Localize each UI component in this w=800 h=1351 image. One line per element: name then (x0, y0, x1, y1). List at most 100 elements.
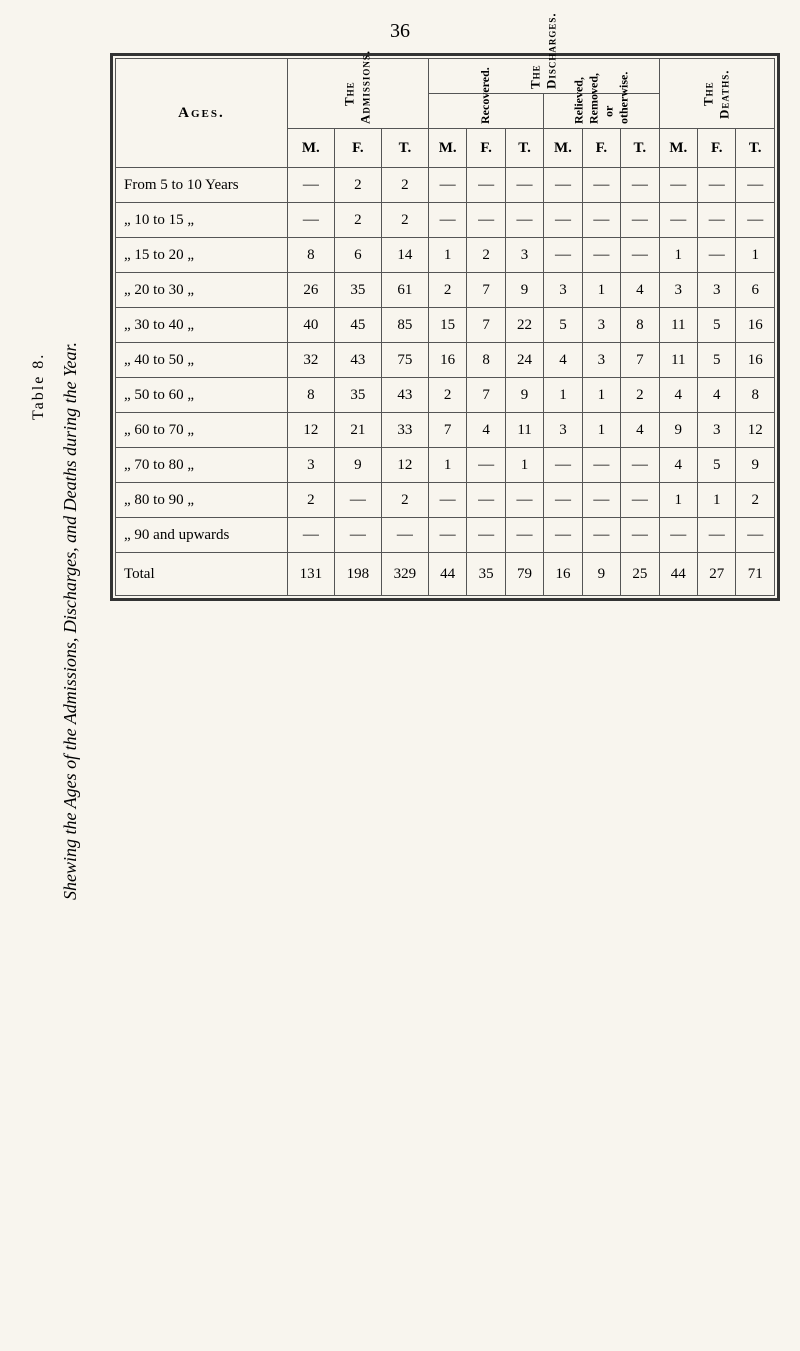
col-rel-m: M. (544, 129, 582, 168)
table-label: Table 8. (30, 353, 48, 420)
data-cell: — (505, 483, 543, 518)
data-cell: 8 (467, 343, 505, 378)
data-cell: 1 (582, 413, 620, 448)
data-cell: — (467, 518, 505, 553)
data-cell: 2 (736, 483, 775, 518)
table-caption: Shewing the Ages of the Admissions, Disc… (60, 342, 81, 900)
data-cell: — (505, 168, 543, 203)
data-cell: — (736, 203, 775, 238)
total-cell: 35 (467, 553, 505, 596)
data-cell: — (582, 483, 620, 518)
col-adm-f: F. (334, 129, 381, 168)
data-cell: 9 (659, 413, 697, 448)
data-cell: 3 (287, 448, 334, 483)
data-cell: — (428, 168, 466, 203)
data-cell: — (544, 483, 582, 518)
data-cell: — (544, 203, 582, 238)
data-cell: 4 (621, 413, 659, 448)
page-number: 36 (20, 20, 780, 43)
total-cell: 198 (334, 553, 381, 596)
age-range-label: „ 70 to 80 „ (116, 448, 288, 483)
data-cell: 1 (505, 448, 543, 483)
data-cell: 3 (659, 273, 697, 308)
total-cell: 131 (287, 553, 334, 596)
data-cell: 3 (698, 413, 736, 448)
data-cell: 9 (334, 448, 381, 483)
data-cell: — (698, 238, 736, 273)
data-cell: 7 (428, 413, 466, 448)
data-cell: 75 (381, 343, 428, 378)
table-row: „ 40 to 50 „3243751682443711516 (116, 343, 775, 378)
col-dth-m: M. (659, 129, 697, 168)
data-cell: — (544, 448, 582, 483)
header-admissions: The Admissions. (287, 59, 428, 129)
data-cell: 7 (467, 308, 505, 343)
data-cell: — (698, 168, 736, 203)
table-container: Ages. The Admissions. The Discharges. Th… (110, 53, 780, 601)
data-cell: — (505, 518, 543, 553)
age-range-label: From 5 to 10 Years (116, 168, 288, 203)
data-cell: — (621, 238, 659, 273)
data-cell: 9 (505, 273, 543, 308)
data-cell: — (698, 518, 736, 553)
table-row: „ 90 and upwards———————————— (116, 518, 775, 553)
data-cell: 2 (334, 203, 381, 238)
data-cell: 1 (659, 238, 697, 273)
data-cell: 8 (736, 378, 775, 413)
data-cell: — (287, 518, 334, 553)
age-range-label: „ 90 and upwards (116, 518, 288, 553)
data-cell: 4 (659, 448, 697, 483)
data-cell: 21 (334, 413, 381, 448)
data-cell: — (582, 448, 620, 483)
table-row: From 5 to 10 Years—22————————— (116, 168, 775, 203)
data-cell: — (287, 168, 334, 203)
data-cell: 4 (467, 413, 505, 448)
data-cell: 14 (381, 238, 428, 273)
data-cell: — (736, 168, 775, 203)
total-cell: 71 (736, 553, 775, 596)
data-cell: 12 (736, 413, 775, 448)
age-range-label: „ 30 to 40 „ (116, 308, 288, 343)
data-cell: 3 (698, 273, 736, 308)
total-cell: 9 (582, 553, 620, 596)
data-cell: — (287, 203, 334, 238)
data-cell: 35 (334, 273, 381, 308)
data-cell: — (621, 168, 659, 203)
total-cell: 27 (698, 553, 736, 596)
data-cell: 7 (621, 343, 659, 378)
data-cell: — (582, 203, 620, 238)
data-cell: 33 (381, 413, 428, 448)
col-rel-t: T. (621, 129, 659, 168)
total-cell: 44 (659, 553, 697, 596)
table-row: „ 50 to 60 „83543279112448 (116, 378, 775, 413)
data-cell: 9 (736, 448, 775, 483)
data-cell: 3 (544, 273, 582, 308)
data-cell: 22 (505, 308, 543, 343)
data-cell: — (582, 238, 620, 273)
data-cell: 4 (621, 273, 659, 308)
data-cell: 11 (505, 413, 543, 448)
col-rec-m: M. (428, 129, 466, 168)
data-cell: 12 (381, 448, 428, 483)
data-cell: 15 (428, 308, 466, 343)
data-cell: 5 (698, 448, 736, 483)
data-cell: 45 (334, 308, 381, 343)
data-cell: — (428, 483, 466, 518)
data-cell: 40 (287, 308, 334, 343)
data-cell: — (334, 518, 381, 553)
table-row: „ 20 to 30 „263561279314336 (116, 273, 775, 308)
data-cell: — (428, 518, 466, 553)
total-label: Total (116, 553, 288, 596)
data-cell: 35 (334, 378, 381, 413)
data-cell: 3 (582, 343, 620, 378)
total-cell: 25 (621, 553, 659, 596)
age-range-label: „ 10 to 15 „ (116, 203, 288, 238)
col-dth-f: F. (698, 129, 736, 168)
data-cell: 12 (287, 413, 334, 448)
data-cell: 6 (334, 238, 381, 273)
data-cell: 3 (544, 413, 582, 448)
data-cell: — (621, 448, 659, 483)
data-cell: 1 (428, 448, 466, 483)
data-cell: — (621, 203, 659, 238)
data-cell: 85 (381, 308, 428, 343)
